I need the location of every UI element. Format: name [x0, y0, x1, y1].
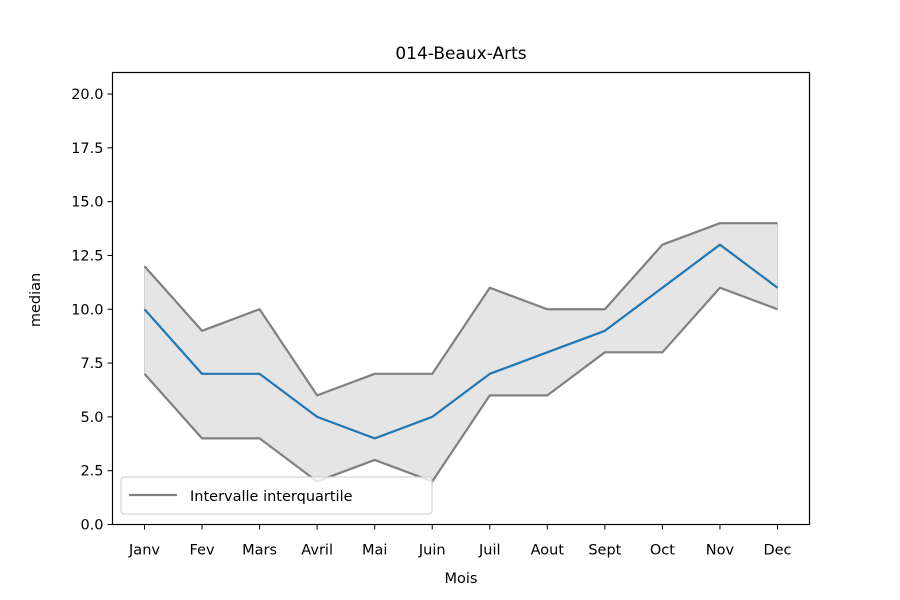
y-tick-label: 0.0 [80, 518, 103, 534]
x-tick-label: Juil [478, 543, 501, 559]
y-tick-label: 12.5 [71, 248, 103, 264]
x-tick-label: Sept [588, 543, 621, 559]
y-tick-label: 10.0 [71, 302, 103, 318]
x-tick-label: Mars [242, 543, 277, 559]
x-tick-label: Avril [301, 543, 333, 559]
x-tick-label: Janv [128, 543, 160, 559]
y-tick-label: 20.0 [71, 87, 103, 103]
interquartile-band [144, 222, 778, 482]
median-line [143, 243, 779, 440]
chart-title: 014-Beaux-Arts [395, 44, 526, 64]
plot-frame [111, 71, 811, 526]
legend-label: Intervalle interquartile [190, 489, 353, 505]
q1-line [143, 286, 778, 483]
x-tick-label: Mai [362, 543, 387, 559]
y-tick-label: 15.0 [71, 195, 103, 211]
legend: Intervalle interquartile [120, 476, 433, 515]
y-tick-label: 7.5 [80, 356, 103, 372]
y-tick-label: 17.5 [71, 141, 103, 157]
q3-line [143, 222, 778, 397]
y-tick-label: 5.0 [80, 410, 103, 426]
y-tick-label: 2.5 [80, 464, 103, 480]
x-tick-label: Aout [531, 543, 565, 559]
x-tick-label: Juin [418, 543, 446, 559]
x-tick-label: Nov [706, 543, 735, 559]
x-tick-label: Fev [190, 543, 215, 559]
y-axis-label: median [28, 273, 44, 327]
legend-box [120, 476, 433, 515]
x-axis-label: Mois [445, 571, 478, 587]
x-tick-label: Dec [763, 543, 791, 559]
x-tick-label: Oct [650, 543, 675, 559]
